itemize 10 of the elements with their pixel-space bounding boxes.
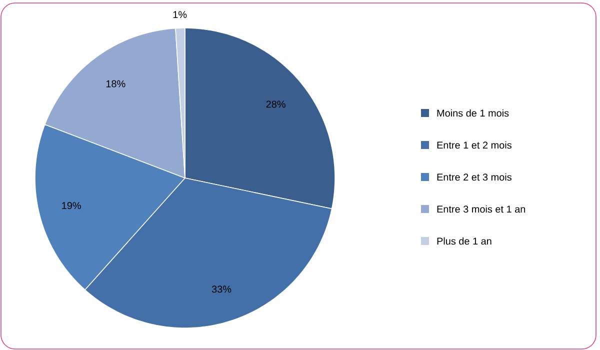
legend-label: Moins de 1 mois <box>437 109 509 117</box>
data-label: 28% <box>266 100 286 108</box>
data-label: 19% <box>62 202 81 210</box>
legend-label: Plus de 1 an <box>437 237 492 245</box>
legend-label: Entre 2 et 3 mois <box>437 173 512 181</box>
legend-label: Entre 1 et 2 mois <box>437 141 512 149</box>
data-label: 18% <box>106 80 126 88</box>
data-label: 33% <box>212 286 232 293</box>
legend-label: Entre 3 mois et 1 an <box>437 205 526 213</box>
data-label: 1% <box>173 11 187 18</box>
